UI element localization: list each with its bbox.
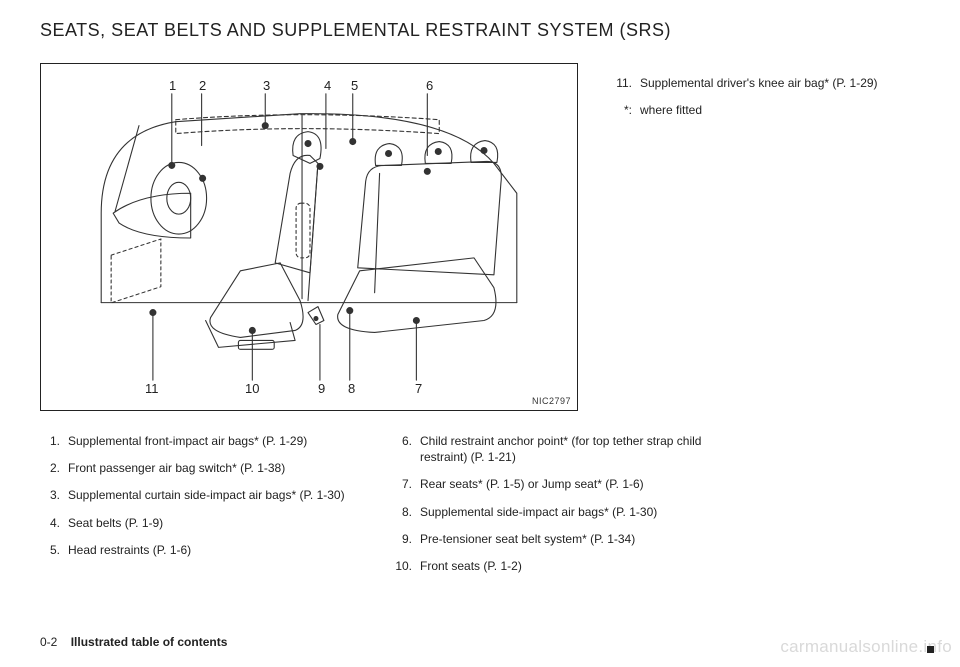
- footer-text: Illustrated table of contents: [71, 635, 228, 649]
- list-item: 11.Supplemental driver's knee air bag* (…: [612, 75, 917, 91]
- seat-diagram: 1 2 3 4 5 6 11 10 9 8 7: [40, 63, 578, 411]
- list-item: 1.Supplemental front-impact air bags* (P…: [40, 433, 370, 449]
- content-row: 1 2 3 4 5 6 11 10 9 8 7: [40, 63, 920, 585]
- item-list-right: 11.Supplemental driver's knee air bag* (…: [612, 75, 917, 118]
- callout-1: 1: [169, 78, 176, 93]
- page-number: 0-2: [40, 635, 57, 649]
- item-list-col1: 1.Supplemental front-impact air bags* (P…: [40, 433, 370, 585]
- callout-2: 2: [199, 78, 206, 93]
- right-column: 11.Supplemental driver's knee air bag* (…: [612, 63, 917, 585]
- page-footer: 0-2 Illustrated table of contents: [40, 635, 227, 649]
- left-column: 1 2 3 4 5 6 11 10 9 8 7: [40, 63, 578, 585]
- callout-6: 6: [426, 78, 433, 93]
- list-item: 5.Head restraints (P. 1-6): [40, 542, 370, 558]
- callout-3: 3: [263, 78, 270, 93]
- callout-7: 7: [415, 381, 422, 396]
- callout-10: 10: [245, 381, 259, 396]
- page-title: SEATS, SEAT BELTS AND SUPPLEMENTAL RESTR…: [40, 20, 920, 41]
- list-item: *:where fitted: [612, 102, 917, 118]
- list-item: 4.Seat belts (P. 1-9): [40, 515, 370, 531]
- callout-8: 8: [348, 381, 355, 396]
- callout-4: 4: [324, 78, 331, 93]
- callout-5: 5: [351, 78, 358, 93]
- diagram-code: NIC2797: [532, 396, 571, 406]
- callout-9: 9: [318, 381, 325, 396]
- list-item: 3.Supplemental curtain side-impact air b…: [40, 487, 370, 503]
- callout-11: 11: [145, 381, 159, 396]
- vehicle-interior-svg: [41, 64, 577, 410]
- crop-mark: [927, 646, 934, 653]
- list-item: 2.Front passenger air bag switch* (P. 1-…: [40, 460, 370, 476]
